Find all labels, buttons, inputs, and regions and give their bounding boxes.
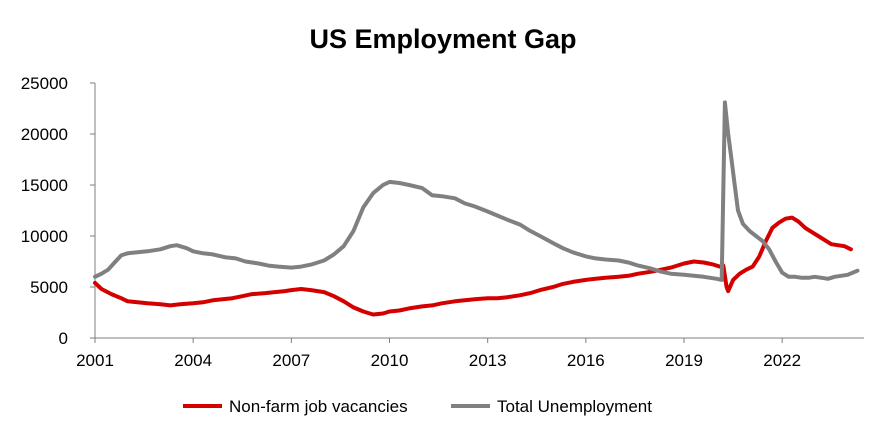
x-tick-label: 2004	[174, 351, 212, 370]
chart-title: US Employment Gap	[309, 24, 576, 54]
x-tick-label: 2013	[469, 351, 507, 370]
y-tick-label: 10000	[21, 227, 68, 246]
legend: Non-farm job vacancies Total Unemployment	[183, 397, 652, 416]
series-line-job-vacancies	[93, 215, 853, 317]
x-tick-label: 2019	[665, 351, 703, 370]
y-tick-label: 0	[59, 329, 68, 348]
y-tick-label: 5000	[30, 278, 68, 297]
x-tick-label: 2001	[76, 351, 114, 370]
axes: 0 5000 10000 15000 20000 25000 2001 2004 2007 201…	[21, 74, 864, 370]
x-tick-label: 2022	[763, 351, 801, 370]
x-tick-label: 2007	[272, 351, 310, 370]
x-tick-label: 2016	[567, 351, 605, 370]
legend-label-job-vacancies: Non-farm job vacancies	[229, 397, 408, 416]
legend-label-total-unemployment: Total Unemployment	[497, 397, 652, 416]
y-tick-label: 20000	[21, 125, 68, 144]
series-line-total-unemployment	[93, 100, 860, 282]
y-tick-label: 25000	[21, 74, 68, 93]
plot-area	[93, 100, 860, 317]
x-tick-label: 2010	[371, 351, 409, 370]
y-tick-label: 15000	[21, 176, 68, 195]
